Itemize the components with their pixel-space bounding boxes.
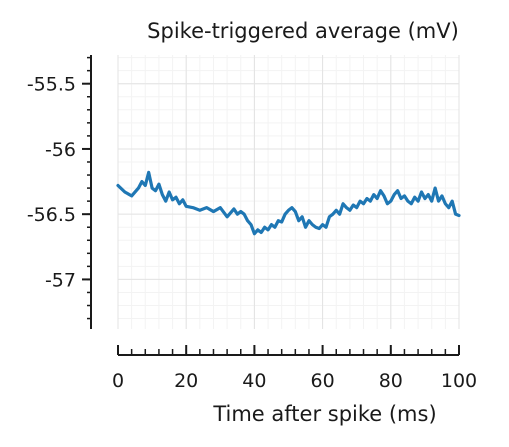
x-tick-label: 80 — [379, 370, 403, 392]
x-tick-label: 20 — [174, 370, 198, 392]
y-tick-label: -55.5 — [27, 74, 76, 96]
major-grid — [117, 55, 460, 329]
tick-labels: -55.5 -56 -56.5 -57 0 20 40 60 80 100 — [27, 74, 477, 392]
sta-series-line — [116, 170, 461, 236]
x-tick-label: 0 — [112, 370, 124, 392]
y-tick-label: -56.5 — [27, 204, 76, 226]
y-tick-label: -57 — [45, 269, 76, 291]
x-axis-label: Time after spike (ms) — [212, 402, 436, 426]
axis-ticks — [82, 56, 460, 355]
chart-title: Spike-triggered average (mV) — [147, 19, 459, 43]
x-tick-label: 60 — [311, 370, 335, 392]
x-tick-label: 100 — [441, 370, 477, 392]
y-tick-label: -56 — [45, 139, 76, 161]
x-tick-label: 40 — [242, 370, 266, 392]
